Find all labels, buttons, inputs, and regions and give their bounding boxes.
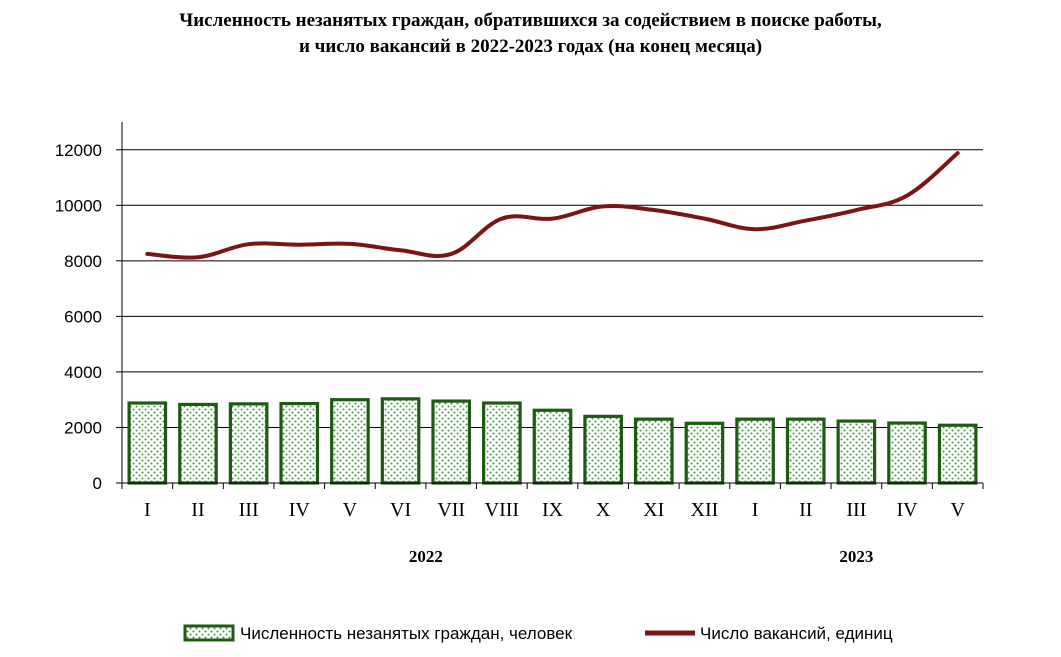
y-tick-label: 2000 [64, 418, 102, 437]
x-category-label: VIII [485, 499, 519, 521]
bar [583, 414, 623, 485]
bar [684, 421, 725, 485]
x-category-label: XI [643, 499, 664, 521]
bar [633, 417, 674, 485]
x-category-label: II [191, 499, 204, 521]
bar [431, 399, 472, 485]
x-category-label: I [752, 499, 759, 521]
legend-bar-label: Численность незанятых граждан, человек [240, 624, 573, 643]
year-labels: 2022 2023 [409, 547, 873, 566]
bar [887, 421, 927, 485]
bar [380, 397, 421, 485]
y-tick-label: 4000 [64, 363, 102, 382]
x-category-label: VI [390, 499, 411, 521]
y-tick-label: 6000 [64, 307, 102, 326]
bar [178, 402, 218, 485]
y-tick-label: 12000 [55, 141, 102, 160]
x-category-label: XII [691, 499, 719, 521]
bar [785, 417, 826, 485]
chart-title-line-1: Численность незанятых граждан, обративши… [179, 10, 882, 31]
legend-line-label: Число вакансий, единиц [700, 624, 893, 643]
legend: Численность незанятых граждан, человек Ч… [183, 624, 893, 643]
chart-title: Численность незанятых граждан, обративши… [0, 8, 1061, 60]
vacancy-line [145, 151, 960, 260]
bar [330, 398, 370, 485]
x-category-label: IV [896, 499, 918, 521]
chart-title-line-2: и число вакансий в 2022-2023 годах (на к… [298, 36, 763, 57]
bar [836, 419, 877, 485]
bar-series [127, 397, 978, 485]
x-category-label: X [596, 499, 611, 521]
grid-lines [122, 149, 983, 428]
x-category-label: III [239, 499, 259, 521]
x-category-label: VII [437, 499, 465, 521]
y-tick-labels: 0 2000 4000 6000 8000 10000 12000 [55, 141, 102, 493]
bar [937, 423, 978, 485]
bar [127, 401, 168, 485]
x-category-label: V [343, 499, 358, 521]
axes [116, 122, 984, 489]
line-series [145, 151, 960, 260]
x-category-label: IX [542, 499, 564, 521]
year-label: 2023 [839, 547, 873, 566]
bar [735, 417, 775, 485]
x-category-label: I [144, 499, 151, 521]
legend-bar-swatch [183, 624, 235, 642]
x-category-label: IV [289, 499, 311, 521]
x-category-labels: I II III IV V VI VII VIII IX X XI XII I II III IV V [144, 499, 965, 521]
y-tick-label: 0 [93, 474, 102, 493]
bar [482, 401, 522, 485]
bar [279, 401, 320, 485]
y-tick-label: 8000 [64, 252, 102, 271]
x-category-label: II [799, 499, 812, 521]
bar [532, 408, 573, 485]
year-label: 2022 [409, 547, 443, 566]
y-tick-label: 10000 [55, 196, 102, 215]
x-category-label: III [846, 499, 866, 521]
x-category-label: V [950, 499, 965, 521]
bar [228, 402, 269, 485]
